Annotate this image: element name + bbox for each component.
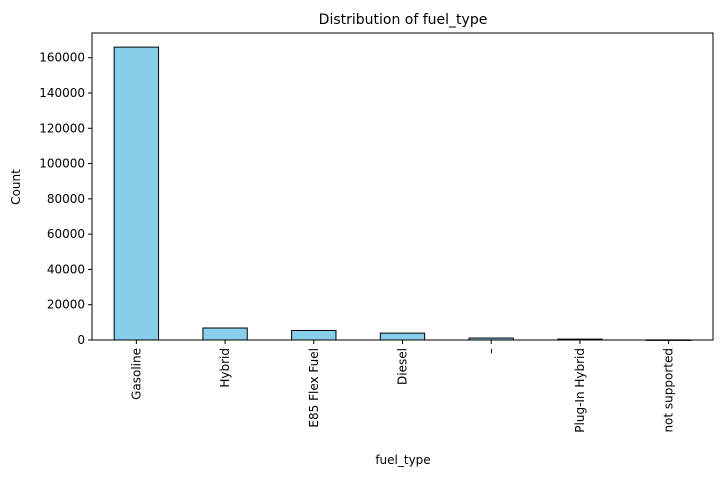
bars-group [113, 46, 692, 341]
plot-frame [91, 32, 714, 341]
x-tick-label: not supported [662, 348, 676, 433]
y-tick-label: 0 [77, 333, 85, 347]
bar-2 [291, 329, 337, 341]
x-tick-label: – [484, 348, 498, 354]
y-tick-label: 120000 [39, 121, 85, 135]
y-tick-label: 140000 [39, 86, 85, 100]
x-tick-label: E85 Flex Fuel [307, 348, 321, 428]
y-tick-label: 60000 [47, 227, 85, 241]
x-tick-label: Hybrid [218, 348, 232, 388]
bar-3 [379, 332, 426, 341]
x-axis: Gasoline Hybrid E85 Flex Fuel Diesel – Plug-I… [129, 340, 676, 433]
bar-1 [202, 327, 248, 341]
y-tick-label: 80000 [47, 192, 85, 206]
y-axis: 0 20000 40000 60000 80000 100000 120000 140000 1… [39, 51, 92, 347]
y-tick-label: 160000 [39, 51, 85, 65]
bar-0 [113, 46, 160, 341]
y-tick-label: 40000 [47, 262, 85, 276]
chart-title: Distribution of fuel_type [319, 12, 488, 28]
x-tick-label: Diesel [396, 348, 410, 385]
y-tick-label: 20000 [47, 298, 85, 312]
x-tick-label: Gasoline [129, 348, 143, 400]
x-axis-label: fuel_type [375, 453, 430, 467]
y-tick-label: 100000 [39, 157, 85, 171]
y-axis-label: Count [9, 169, 23, 205]
x-tick-label: Plug-In Hybrid [573, 348, 587, 433]
